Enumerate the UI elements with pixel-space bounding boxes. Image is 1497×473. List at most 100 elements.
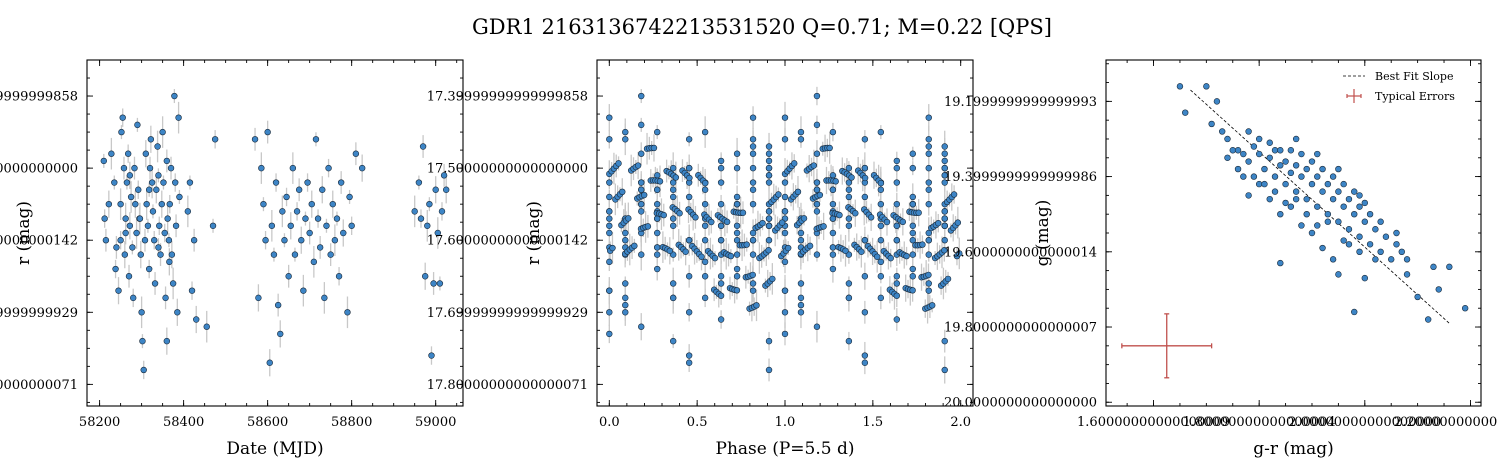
data-point — [1266, 139, 1273, 146]
timeseries-ticks: 58200 58400 58600 58800 59000 17.399999999999… — [0, 59, 463, 430]
data-point — [925, 271, 932, 279]
data-point — [1388, 256, 1395, 263]
data-point — [112, 265, 119, 273]
data-point — [903, 252, 910, 260]
data-point — [669, 337, 677, 345]
data-point — [638, 200, 645, 208]
data-point — [316, 244, 324, 251]
data-point — [813, 200, 821, 208]
phase-points — [606, 86, 963, 384]
data-point — [638, 323, 645, 330]
data-point — [1282, 199, 1289, 207]
data-point — [638, 186, 645, 193]
data-point — [1340, 180, 1347, 188]
data-point — [1308, 158, 1316, 165]
data-point — [606, 179, 613, 186]
data-point — [676, 210, 683, 217]
data-point — [765, 172, 773, 179]
data-point — [775, 191, 782, 198]
y-tick-label: 17.80000000000000071 — [427, 378, 588, 393]
x-tick-label: 0.0 — [599, 415, 620, 430]
data-point — [685, 237, 693, 244]
data-point — [887, 254, 894, 262]
data-point — [1377, 248, 1384, 256]
data-point — [606, 287, 613, 294]
data-point — [100, 157, 108, 165]
data-point — [954, 219, 962, 226]
data-point — [1324, 218, 1332, 225]
data-point — [893, 179, 901, 186]
data-point — [893, 157, 901, 165]
y-tick-label: 17.39999999999999858 — [0, 90, 78, 105]
data-point — [692, 214, 699, 221]
data-point — [124, 150, 132, 157]
data-point — [654, 265, 661, 273]
data-point — [829, 200, 837, 208]
data-point — [1245, 192, 1252, 199]
data-point — [1324, 180, 1332, 188]
timeseries-y-axis-label: r (mag) — [14, 201, 34, 265]
data-point — [415, 179, 423, 186]
data-point — [1314, 203, 1321, 210]
data-point — [861, 273, 869, 280]
data-point — [436, 280, 444, 287]
data-point — [606, 215, 613, 222]
data-point — [749, 164, 757, 172]
y-tick-label: 17.69999999999999929 — [427, 306, 588, 321]
data-point — [873, 253, 881, 260]
y-tick-label: 20.0000000000000000 — [944, 396, 1097, 411]
data-point — [909, 150, 916, 157]
data-point — [1335, 271, 1342, 278]
data-point — [153, 186, 160, 193]
color-magnitude-panel: 1.600000000000000091.800000000000000042.… — [944, 59, 1497, 459]
data-point — [117, 237, 124, 244]
data-point — [941, 172, 948, 179]
data-point — [941, 215, 948, 222]
data-point — [155, 244, 162, 251]
data-point — [698, 253, 705, 260]
data-point — [797, 237, 805, 244]
data-point — [1335, 165, 1342, 173]
data-point — [749, 237, 757, 244]
data-point — [1393, 241, 1400, 248]
typical-error-marker — [1121, 313, 1213, 379]
data-point — [358, 164, 366, 172]
data-point — [622, 301, 629, 309]
data-point — [813, 150, 821, 157]
data-point — [733, 265, 741, 273]
data-point — [893, 200, 901, 208]
data-point — [1213, 98, 1221, 105]
data-point — [669, 280, 677, 287]
data-point — [1340, 203, 1347, 210]
data-point — [432, 186, 439, 193]
data-point — [685, 359, 693, 366]
data-point — [606, 136, 613, 143]
data-point — [813, 186, 821, 193]
data-point — [166, 200, 173, 208]
data-point — [176, 193, 183, 201]
data-point — [717, 280, 725, 287]
data-point — [813, 251, 821, 258]
data-point — [622, 128, 629, 136]
x-tick-label: 1.60000000000000009 — [1077, 415, 1230, 430]
data-point — [749, 271, 756, 279]
data-point — [919, 241, 926, 248]
data-point — [430, 280, 437, 287]
data-point — [1203, 83, 1210, 90]
data-point — [1377, 218, 1384, 225]
data-point — [733, 164, 741, 172]
data-point — [619, 188, 626, 196]
data-point — [845, 164, 853, 172]
cmd-axes-frame — [1105, 59, 1482, 407]
data-point — [115, 287, 122, 294]
data-point — [909, 251, 916, 258]
data-point — [781, 136, 789, 143]
data-point — [852, 210, 859, 217]
data-point — [1292, 188, 1300, 195]
data-point — [1324, 210, 1332, 218]
data-point — [893, 273, 901, 280]
data-point — [784, 244, 792, 252]
legend-error-swatch — [1346, 89, 1362, 103]
data-point — [606, 229, 613, 237]
y-tick-label: 19.3999999999999986 — [944, 170, 1097, 185]
